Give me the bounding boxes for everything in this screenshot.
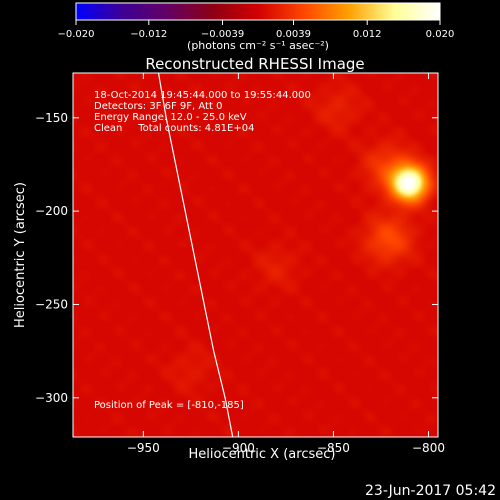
colorbar-tick-label: −0.020 [57, 29, 94, 40]
x-axis-label: Heliocentric X (arcsec) [189, 447, 336, 462]
info-energy-range: Energy Range: 12.0 - 25.0 keV [94, 112, 247, 123]
colorbar-tick-label: 0.012 [353, 29, 382, 40]
x-tick-label: −850 [317, 441, 350, 455]
solar-limb-line [157, 73, 234, 437]
y-tick-label: −200 [35, 204, 68, 218]
x-axis-ticks: −950 −900 −850 −800 [127, 73, 445, 455]
y-tick-label: −150 [35, 111, 68, 125]
colorbar-tick-label: 0.0039 [276, 29, 311, 40]
chart-title: Reconstructed RHESSI Image [145, 55, 364, 73]
info-block: 18-Oct-2014 19:45:44.000 to 19:55:44.000… [94, 90, 311, 134]
colorbar-tick-label: −0.012 [130, 29, 167, 40]
y-axis-ticks: −150 −200 −250 −300 [35, 111, 438, 405]
x-tick-label: −950 [127, 441, 160, 455]
plot-frame [72, 72, 439, 438]
heatmap-image [73, 73, 438, 437]
peak-position-label: Position of Peak = [-810,-185] [94, 400, 244, 411]
colorbar-gradient [75, 2, 441, 21]
x-tick-label: −900 [222, 441, 255, 455]
y-tick-label: −300 [35, 391, 68, 405]
y-axis-label: Heliocentric Y (arcsec) [13, 182, 28, 328]
x-tick-label: −800 [412, 441, 445, 455]
plot-area: −950 −900 −850 −800 −150 −200 −250 −300 18-Oct… [35, 72, 445, 455]
info-time-range: 18-Oct-2014 19:45:44.000 to 19:55:44.000 [94, 90, 311, 101]
info-clean-counts: Clean Total counts: 4.81E+04 [94, 123, 254, 134]
colorbar-unit-label: (photons cm⁻² s⁻¹ asec⁻²) [187, 39, 329, 52]
colorbar-tick-label: 0.020 [426, 29, 455, 40]
info-detectors: Detectors: 3F 6F 9F, Att 0 [94, 101, 222, 112]
colorbar: −0.020 −0.012 −0.0039 0.0039 0.012 0.020 (pho… [57, 2, 454, 52]
colorbar-ticks: −0.020 −0.012 −0.0039 0.0039 0.012 0.020 [57, 20, 454, 40]
footer-timestamp: 23-Jun-2017 05:42 [365, 483, 496, 499]
colorbar-tick-label: −0.0039 [201, 29, 244, 40]
y-tick-label: −250 [35, 297, 68, 311]
